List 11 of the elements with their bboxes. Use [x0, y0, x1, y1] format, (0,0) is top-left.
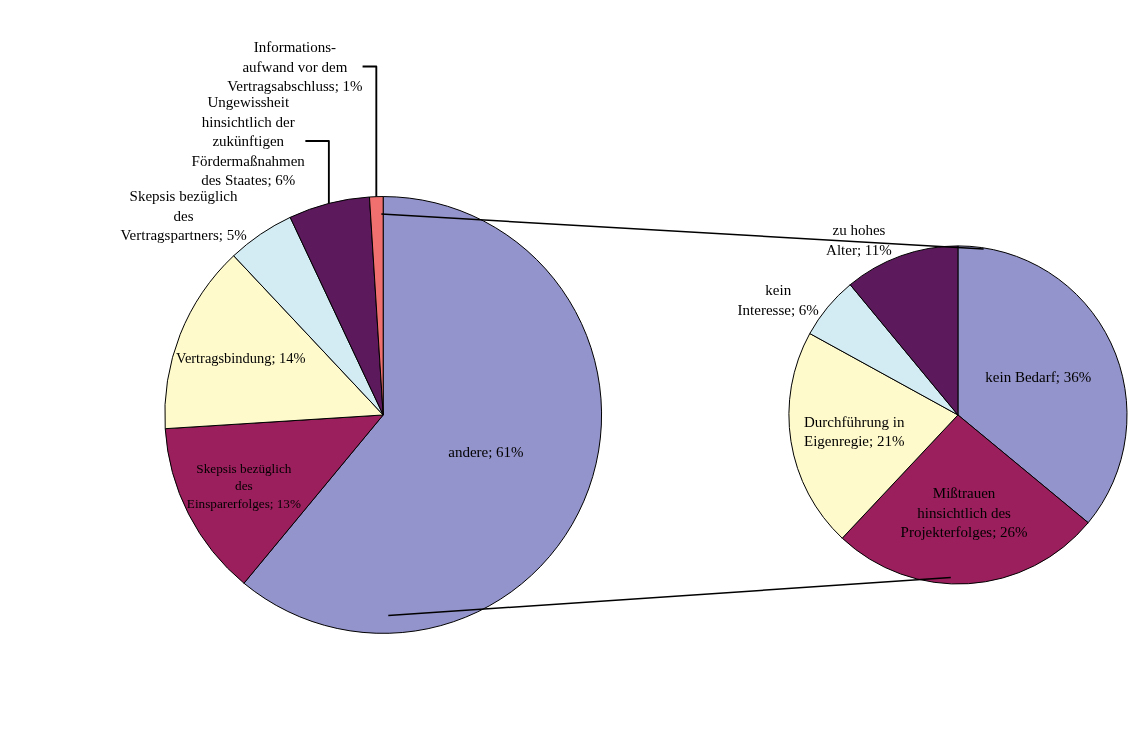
slice-label: Skepsis bezüglich des Einsparerfolges; 13%: [186, 461, 301, 511]
slice-label: Vertragsbindung; 14%: [176, 350, 306, 367]
slice-label: Informations-aufwand vor dem Vertragsabschluss; 1%: [227, 39, 363, 95]
slice-label: zu hohes Alter; 11%: [826, 222, 892, 258]
slice-label: Ungewissheit hinsichtlich der zukünftigen Fördermaßnahmen des Staates; 6%: [191, 94, 306, 189]
slice-label: kein Bedarf; 36%: [985, 369, 1092, 386]
slice-label: andere; 61%: [448, 443, 524, 460]
slice-label: Durchführung in Eigenregie; 21%: [803, 413, 905, 450]
slice-label: Mißtrauen hinsichtlich des Projekterfolges; 26%: [900, 485, 1028, 541]
slice-label: Skepsis bezüglich des Vertragspartners; 5%: [120, 188, 247, 244]
slice-label: kein Interesse; 6%: [737, 282, 819, 318]
